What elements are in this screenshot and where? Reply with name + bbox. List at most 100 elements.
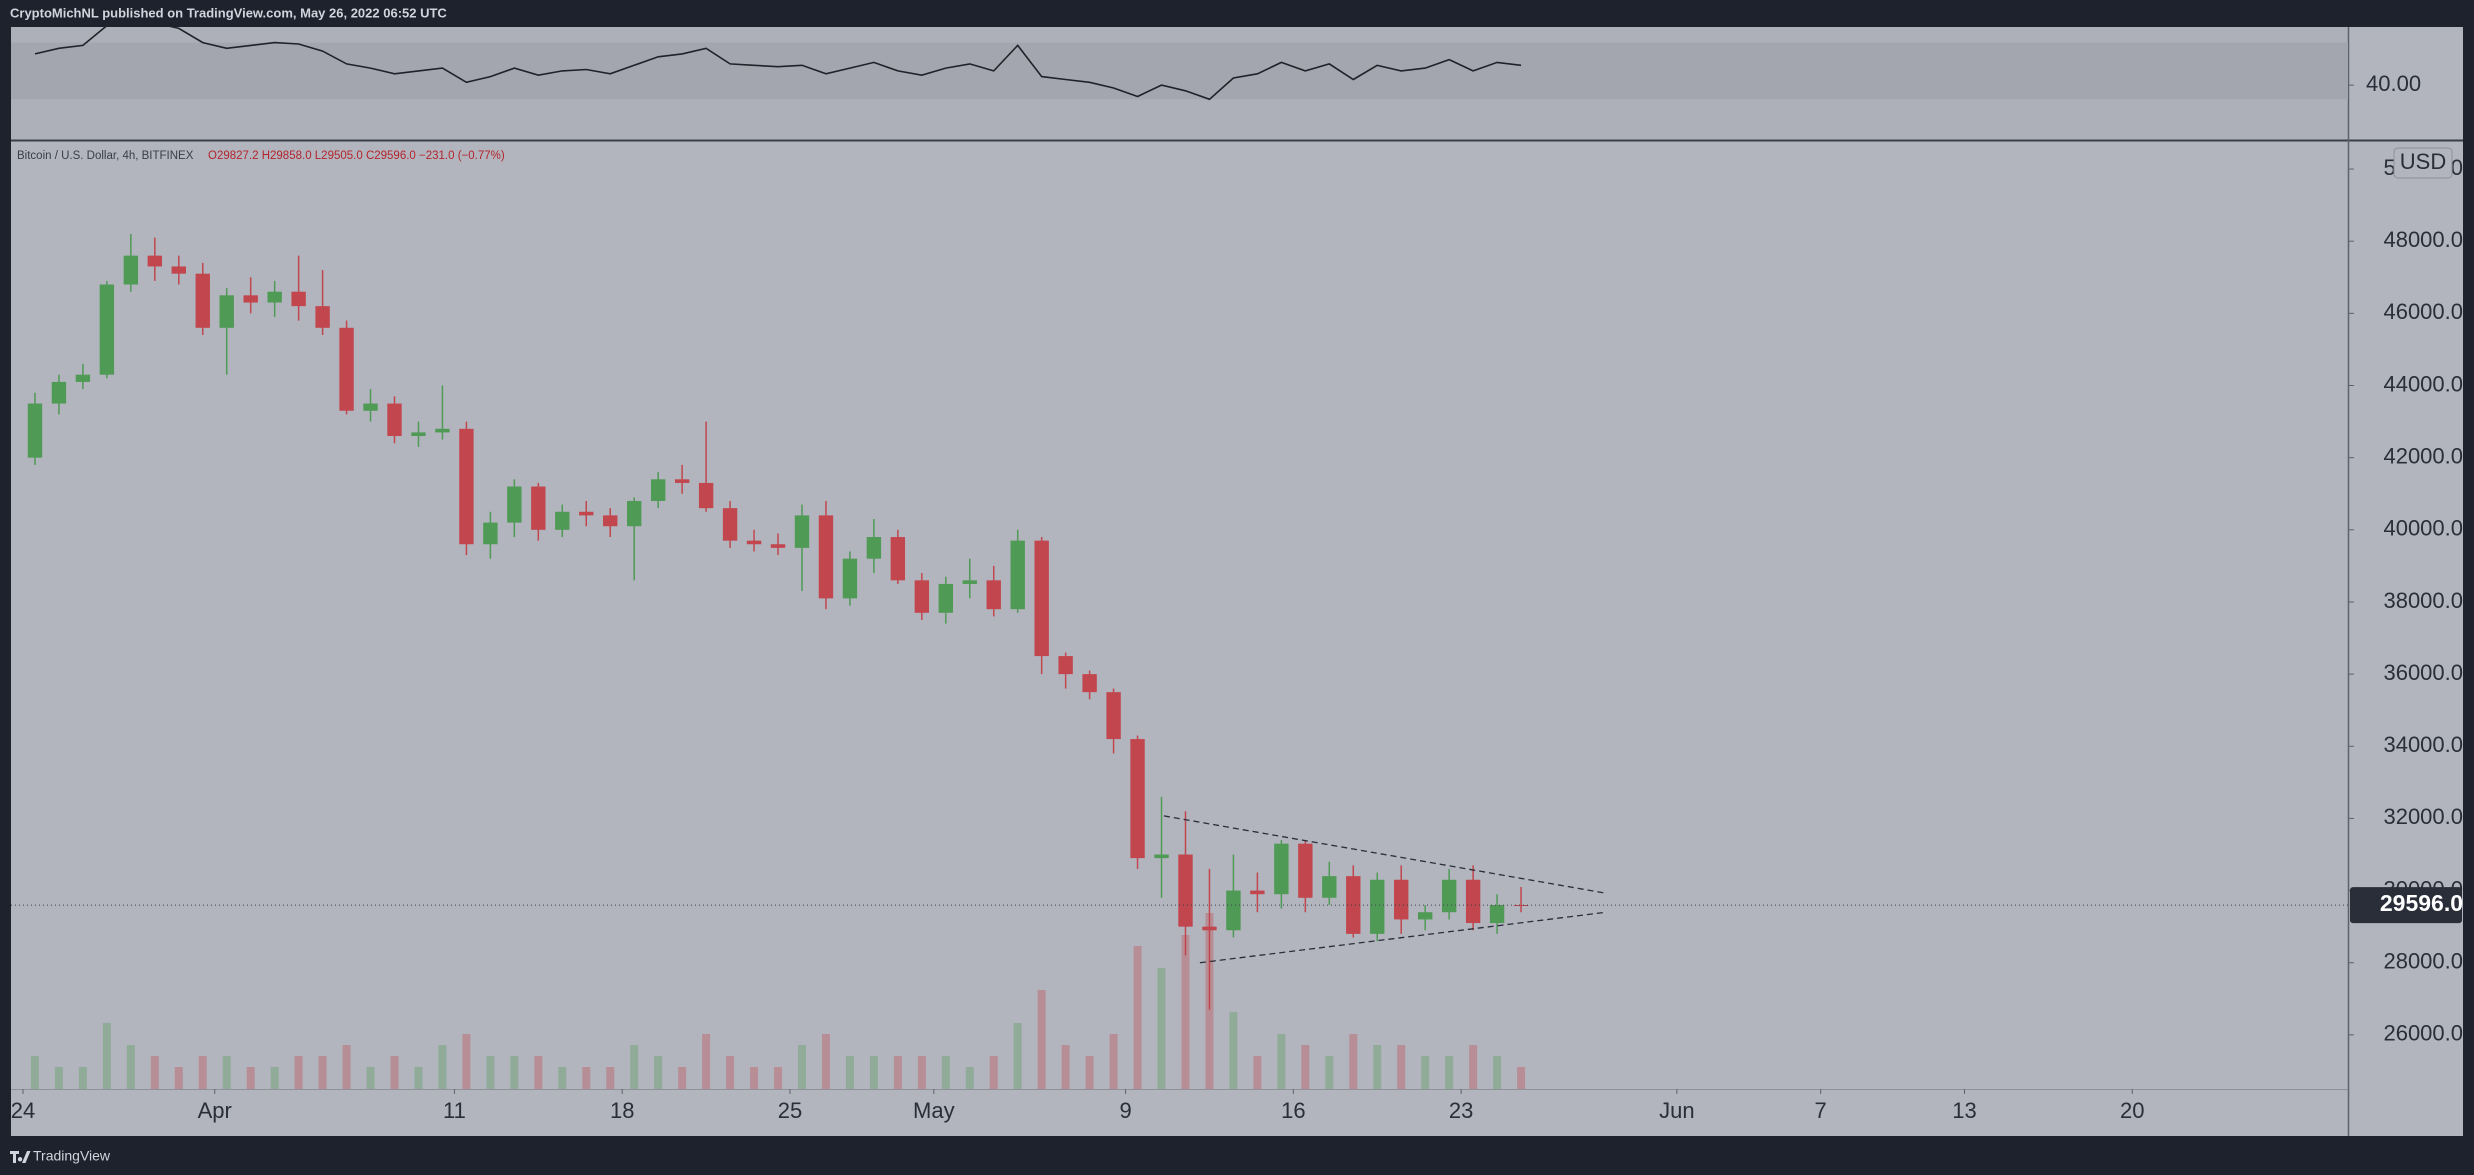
chart-background <box>11 27 2463 1136</box>
price-layer <box>11 233 2348 1089</box>
volume-bar <box>941 1056 950 1089</box>
volume-bar <box>102 1023 111 1089</box>
candle-body <box>483 522 498 545</box>
candle-body <box>1130 739 1145 859</box>
y-tick-label: 32000.0 <box>2383 804 2463 829</box>
candle-body <box>99 284 115 375</box>
volume-bar <box>270 1067 279 1089</box>
volume-bar <box>558 1067 567 1089</box>
x-tick-label: Jun <box>1659 1098 1694 1123</box>
volume-bar <box>750 1067 759 1089</box>
volume-bar <box>390 1056 399 1089</box>
volume-bar <box>78 1067 87 1089</box>
candle-body <box>1106 692 1121 740</box>
volume-bar <box>222 1056 231 1089</box>
candle-body <box>1226 890 1241 931</box>
candle-body <box>195 273 210 328</box>
candle-body <box>51 381 67 404</box>
candle-body <box>746 540 762 545</box>
candle-body <box>267 291 282 303</box>
candle-body <box>866 537 882 559</box>
volume-bar <box>1469 1045 1478 1089</box>
candle-body <box>1058 656 1073 675</box>
candle-body <box>603 515 618 527</box>
y-tick-label: 26000.0 <box>2383 1021 2463 1046</box>
volume-bar <box>1061 1045 1070 1089</box>
candle-body <box>219 295 234 328</box>
x-tick-label: 24 <box>11 1098 35 1123</box>
candle-body <box>1202 926 1217 931</box>
volume-bar <box>965 1067 974 1089</box>
y-tick-label: 44000.0 <box>2383 371 2463 396</box>
x-tick-label: 9 <box>1119 1098 1131 1123</box>
candle-body <box>339 327 354 411</box>
volume-bar <box>917 1056 926 1089</box>
candle-body <box>818 515 834 599</box>
candle-body <box>555 511 570 530</box>
volume-bar <box>797 1045 806 1089</box>
candle-body <box>1346 876 1361 934</box>
volume-bar <box>1517 1067 1526 1089</box>
volume-bar <box>1013 1023 1022 1089</box>
volume-bar <box>1349 1034 1358 1089</box>
x-tick-label: 16 <box>1281 1098 1305 1123</box>
candle-body <box>962 580 977 584</box>
x-tick-label: May <box>913 1098 955 1123</box>
candle-body <box>1417 912 1433 920</box>
legend-symbol: Bitcoin / U.S. Dollar, 4h, BITFINEX <box>17 150 194 162</box>
y-tick-label: 40000.0 <box>2383 516 2463 541</box>
x-tick-label: 20 <box>2120 1098 2144 1123</box>
candle-body <box>650 479 666 501</box>
candle-body <box>531 486 546 530</box>
currency-label: USD <box>2400 149 2446 174</box>
candle-body <box>435 428 450 433</box>
candle-body <box>1322 876 1337 898</box>
volume-bar <box>30 1056 39 1089</box>
volume-bar <box>438 1045 447 1089</box>
candle-body <box>1489 905 1505 924</box>
y-tick-label: 38000.0 <box>2383 588 2463 613</box>
y-tick-label: 46000.0 <box>2383 299 2463 324</box>
y-tick-label: 48000.0 <box>2383 227 2463 252</box>
candle-body <box>698 482 714 509</box>
volume-bar <box>989 1056 998 1089</box>
last-price-box <box>2350 887 2462 924</box>
volume-bar <box>630 1045 639 1089</box>
volume-bar <box>1445 1056 1454 1089</box>
candle-body <box>1010 540 1025 610</box>
candle-body <box>1154 854 1169 859</box>
candle-body <box>1274 843 1289 895</box>
volume-bar <box>1373 1045 1382 1089</box>
volume-bar <box>414 1067 423 1089</box>
y-tick-label: 28000.0 <box>2383 949 2463 974</box>
volume-bar <box>198 1056 207 1089</box>
candle-body <box>507 486 522 523</box>
header-text: CryptoMichNL published on TradingView.co… <box>10 5 447 20</box>
axis-layer: 40.0026000.028000.030000.032000.034000.0… <box>11 71 2463 1123</box>
candle-body <box>1082 674 1097 693</box>
volume-bar <box>150 1056 159 1089</box>
candle-body <box>1298 843 1313 898</box>
candle-body <box>1465 879 1481 924</box>
x-tick-label: 13 <box>1952 1098 1976 1123</box>
candle-body <box>459 428 474 545</box>
candle-body <box>794 515 810 548</box>
candle-body <box>411 432 426 437</box>
candle-body <box>27 403 43 458</box>
y-tick-label: 34000.0 <box>2383 732 2463 757</box>
volume-bar <box>606 1067 615 1089</box>
last-price-label: 29596.0 <box>2380 890 2463 916</box>
volume-bar <box>246 1067 255 1089</box>
rsi-layer <box>11 27 2348 101</box>
x-tick-label: 7 <box>1815 1098 1827 1123</box>
candle-body <box>986 580 1001 610</box>
candle-body <box>1370 879 1385 934</box>
x-tick-label: 25 <box>778 1098 802 1123</box>
candle-body <box>1178 854 1193 927</box>
volume-bar <box>774 1067 783 1089</box>
volume-bar <box>726 1056 735 1089</box>
volume-bar <box>342 1045 351 1089</box>
trendline <box>1163 815 1607 894</box>
volume-bar <box>1085 1056 1094 1089</box>
